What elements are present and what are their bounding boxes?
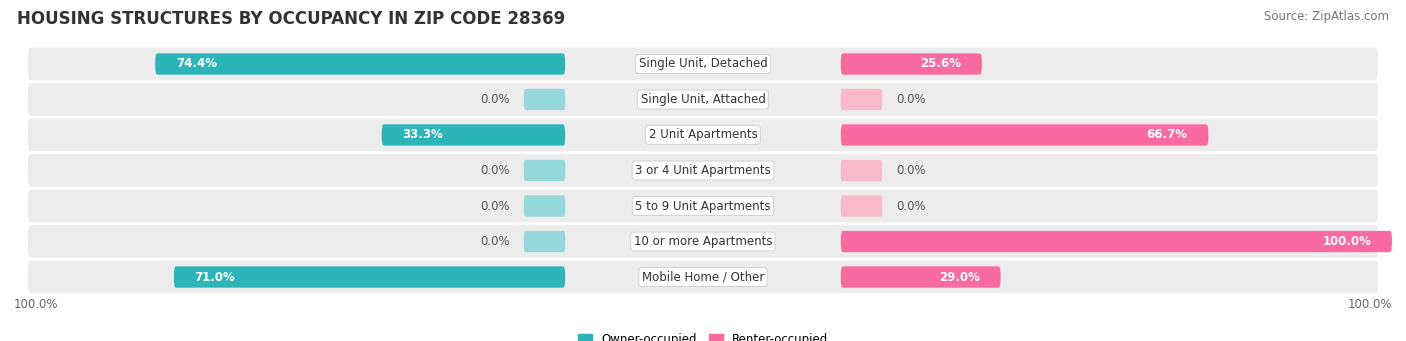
FancyBboxPatch shape bbox=[28, 261, 1378, 293]
Text: 33.3%: 33.3% bbox=[402, 129, 443, 142]
Text: 74.4%: 74.4% bbox=[176, 58, 217, 71]
FancyBboxPatch shape bbox=[174, 266, 565, 288]
FancyBboxPatch shape bbox=[524, 160, 565, 181]
Text: 0.0%: 0.0% bbox=[481, 235, 510, 248]
Text: 29.0%: 29.0% bbox=[939, 270, 980, 283]
FancyBboxPatch shape bbox=[841, 266, 1001, 288]
Text: 0.0%: 0.0% bbox=[481, 199, 510, 212]
FancyBboxPatch shape bbox=[381, 124, 565, 146]
Text: 0.0%: 0.0% bbox=[896, 199, 925, 212]
FancyBboxPatch shape bbox=[28, 48, 1378, 80]
FancyBboxPatch shape bbox=[28, 190, 1378, 222]
FancyBboxPatch shape bbox=[841, 195, 882, 217]
Legend: Owner-occupied, Renter-occupied: Owner-occupied, Renter-occupied bbox=[572, 329, 834, 341]
Text: 100.0%: 100.0% bbox=[1347, 298, 1392, 311]
FancyBboxPatch shape bbox=[28, 225, 1378, 258]
Text: 2 Unit Apartments: 2 Unit Apartments bbox=[648, 129, 758, 142]
Text: 25.6%: 25.6% bbox=[920, 58, 962, 71]
FancyBboxPatch shape bbox=[524, 231, 565, 252]
FancyBboxPatch shape bbox=[155, 53, 565, 75]
FancyBboxPatch shape bbox=[841, 89, 882, 110]
Text: 66.7%: 66.7% bbox=[1147, 129, 1188, 142]
Text: 0.0%: 0.0% bbox=[896, 164, 925, 177]
Text: Mobile Home / Other: Mobile Home / Other bbox=[641, 270, 765, 283]
FancyBboxPatch shape bbox=[841, 231, 1392, 252]
FancyBboxPatch shape bbox=[28, 119, 1378, 151]
Text: 0.0%: 0.0% bbox=[481, 93, 510, 106]
Text: HOUSING STRUCTURES BY OCCUPANCY IN ZIP CODE 28369: HOUSING STRUCTURES BY OCCUPANCY IN ZIP C… bbox=[17, 10, 565, 28]
FancyBboxPatch shape bbox=[841, 53, 981, 75]
Text: 100.0%: 100.0% bbox=[1323, 235, 1371, 248]
Text: Source: ZipAtlas.com: Source: ZipAtlas.com bbox=[1264, 10, 1389, 23]
Text: Single Unit, Attached: Single Unit, Attached bbox=[641, 93, 765, 106]
FancyBboxPatch shape bbox=[841, 124, 1208, 146]
Text: 10 or more Apartments: 10 or more Apartments bbox=[634, 235, 772, 248]
FancyBboxPatch shape bbox=[841, 160, 882, 181]
Text: 71.0%: 71.0% bbox=[194, 270, 235, 283]
Text: 0.0%: 0.0% bbox=[896, 93, 925, 106]
FancyBboxPatch shape bbox=[524, 195, 565, 217]
Text: 3 or 4 Unit Apartments: 3 or 4 Unit Apartments bbox=[636, 164, 770, 177]
Text: Single Unit, Detached: Single Unit, Detached bbox=[638, 58, 768, 71]
FancyBboxPatch shape bbox=[28, 83, 1378, 116]
Text: 100.0%: 100.0% bbox=[14, 298, 59, 311]
Text: 0.0%: 0.0% bbox=[481, 164, 510, 177]
Text: 5 to 9 Unit Apartments: 5 to 9 Unit Apartments bbox=[636, 199, 770, 212]
FancyBboxPatch shape bbox=[28, 154, 1378, 187]
FancyBboxPatch shape bbox=[524, 89, 565, 110]
